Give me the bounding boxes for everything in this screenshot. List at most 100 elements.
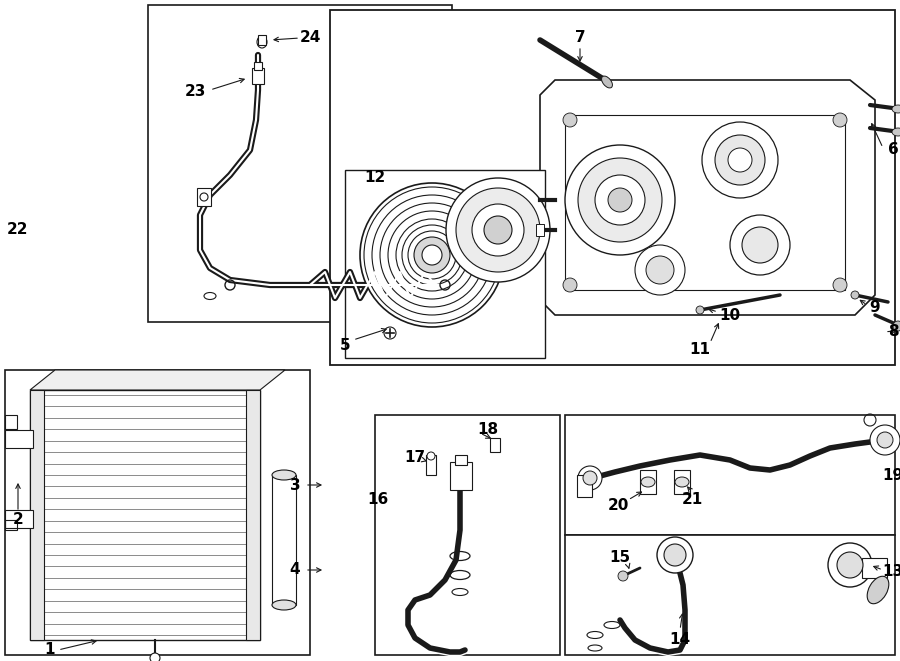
Text: 10: 10	[719, 307, 741, 323]
Text: 1: 1	[45, 642, 55, 658]
Circle shape	[851, 291, 859, 299]
Polygon shape	[565, 415, 895, 535]
Text: 9: 9	[869, 301, 880, 315]
Circle shape	[646, 256, 674, 284]
Text: 14: 14	[670, 633, 690, 648]
Circle shape	[563, 113, 577, 127]
Text: 8: 8	[887, 325, 898, 340]
Bar	[197, 188, 211, 206]
Circle shape	[893, 321, 900, 331]
Circle shape	[446, 178, 550, 282]
Text: 15: 15	[609, 551, 631, 566]
Bar	[490, 438, 500, 452]
Polygon shape	[375, 415, 560, 655]
Text: 12: 12	[364, 171, 385, 186]
Circle shape	[877, 432, 893, 448]
Text: 5: 5	[339, 338, 350, 352]
Polygon shape	[330, 10, 895, 365]
Text: 23: 23	[184, 85, 206, 100]
Text: 7: 7	[575, 30, 585, 46]
Circle shape	[563, 278, 577, 292]
Circle shape	[696, 306, 704, 314]
Bar	[5, 510, 33, 528]
Circle shape	[414, 237, 450, 273]
Polygon shape	[565, 535, 895, 655]
Bar	[674, 470, 690, 494]
Circle shape	[595, 175, 645, 225]
Bar	[640, 470, 656, 494]
Bar	[148, 5, 452, 322]
Bar	[536, 224, 544, 236]
Polygon shape	[30, 390, 260, 640]
Bar	[455, 455, 467, 465]
Circle shape	[657, 537, 693, 573]
Text: 20: 20	[608, 498, 629, 512]
Circle shape	[837, 552, 863, 578]
Circle shape	[833, 113, 847, 127]
Circle shape	[427, 452, 435, 460]
Bar	[565, 115, 845, 290]
Text: 4: 4	[290, 563, 301, 578]
Ellipse shape	[892, 105, 900, 113]
Text: 19: 19	[882, 469, 900, 483]
Circle shape	[472, 204, 524, 256]
Text: 13: 13	[882, 564, 900, 580]
Circle shape	[702, 122, 778, 198]
Text: 17: 17	[404, 451, 426, 465]
Circle shape	[664, 544, 686, 566]
Circle shape	[608, 188, 632, 212]
Circle shape	[635, 245, 685, 295]
Text: 6: 6	[887, 143, 898, 157]
Text: 22: 22	[7, 223, 29, 237]
Bar	[246, 390, 260, 640]
Ellipse shape	[641, 477, 655, 487]
Circle shape	[618, 571, 628, 581]
Circle shape	[833, 278, 847, 292]
Bar	[5, 520, 17, 530]
Bar	[254, 62, 262, 70]
Circle shape	[150, 653, 160, 661]
Polygon shape	[345, 170, 545, 358]
Bar	[426, 455, 436, 475]
Text: 24: 24	[300, 30, 320, 46]
Ellipse shape	[272, 470, 296, 480]
Text: 16: 16	[367, 492, 389, 508]
Ellipse shape	[868, 576, 889, 603]
Circle shape	[730, 215, 790, 275]
Circle shape	[728, 148, 752, 172]
Polygon shape	[30, 370, 285, 390]
Circle shape	[715, 135, 765, 185]
Ellipse shape	[601, 76, 612, 88]
Bar	[862, 558, 887, 578]
Polygon shape	[540, 80, 875, 315]
Ellipse shape	[272, 600, 296, 610]
Circle shape	[870, 425, 900, 455]
Circle shape	[583, 471, 597, 485]
Circle shape	[742, 227, 778, 263]
Circle shape	[578, 158, 662, 242]
Circle shape	[456, 188, 540, 272]
Circle shape	[565, 145, 675, 255]
Bar	[272, 475, 296, 605]
Bar	[258, 35, 266, 45]
Text: 3: 3	[290, 477, 301, 492]
Bar	[5, 430, 33, 448]
Text: 21: 21	[681, 492, 703, 508]
Ellipse shape	[892, 128, 900, 136]
Text: 2: 2	[13, 512, 23, 527]
Bar	[577, 475, 592, 497]
Text: 11: 11	[689, 342, 710, 358]
Polygon shape	[5, 370, 310, 655]
Circle shape	[828, 543, 872, 587]
Ellipse shape	[675, 477, 689, 487]
Circle shape	[484, 216, 512, 244]
Circle shape	[422, 245, 442, 265]
Circle shape	[578, 466, 602, 490]
Bar	[30, 390, 44, 640]
Ellipse shape	[257, 36, 267, 48]
Bar	[5, 415, 17, 429]
Circle shape	[384, 327, 396, 339]
Bar	[252, 68, 264, 84]
Bar	[450, 462, 472, 490]
Circle shape	[360, 183, 504, 327]
